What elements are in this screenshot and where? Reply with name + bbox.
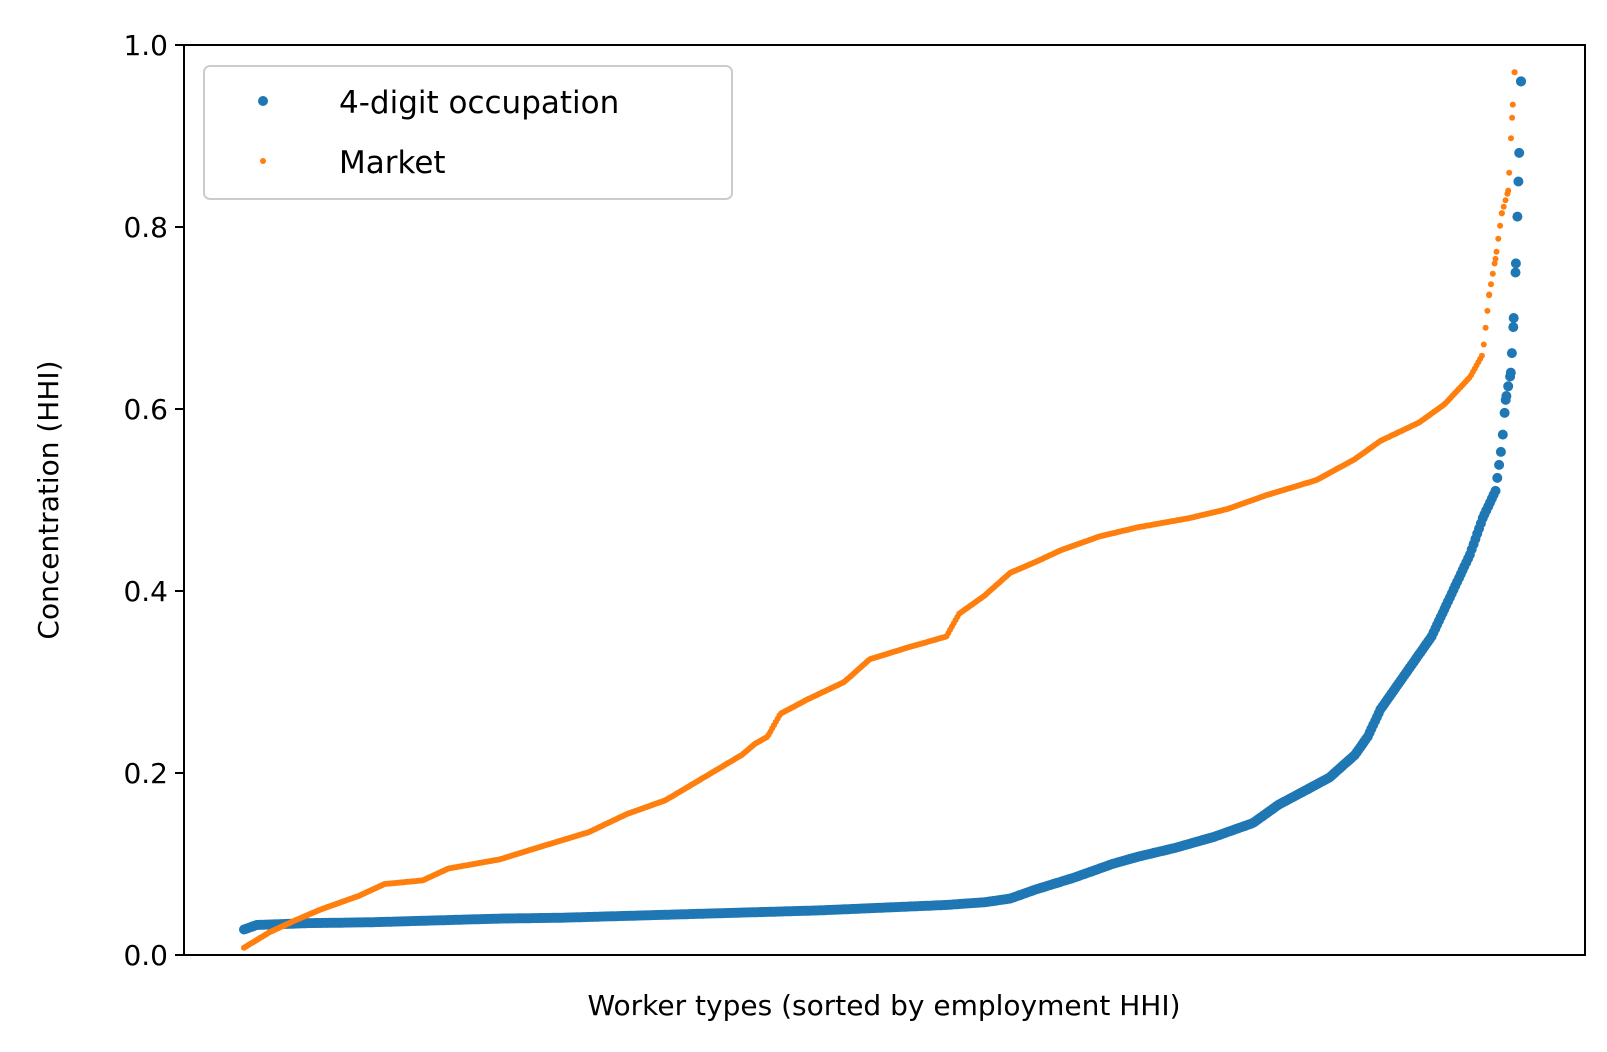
data-point: [1513, 176, 1524, 187]
data-point: [1490, 485, 1501, 496]
data-point: [1497, 222, 1504, 229]
points-layer: [239, 69, 1526, 951]
data-point: [1508, 135, 1514, 142]
y-tick-label: 0.0: [123, 939, 168, 972]
data-point: [1508, 313, 1519, 323]
x-axis-label: Worker types (sorted by employment HHI): [587, 989, 1180, 1022]
legend: 4-digit occupation Market: [203, 65, 733, 200]
data-point: [1482, 324, 1489, 331]
data-point: [1505, 367, 1516, 378]
legend-box: [203, 65, 733, 200]
data-point: [1500, 394, 1511, 405]
data-point: [1512, 211, 1523, 222]
data-point: [1488, 281, 1494, 288]
legend-label-market: Market: [339, 145, 446, 181]
data-point: [1508, 322, 1519, 333]
data-point: [1495, 446, 1506, 457]
data-point: [1498, 210, 1505, 217]
data-point: [1480, 341, 1487, 348]
data-point: [1499, 407, 1510, 418]
y-tick-label: 0.8: [123, 211, 168, 244]
legend-label-occupation: 4-digit occupation: [339, 85, 619, 121]
data-point: [1510, 267, 1521, 278]
data-point: [1502, 197, 1509, 204]
data-point: [1510, 258, 1521, 269]
data-point: [1506, 348, 1517, 359]
data-point: [1484, 307, 1491, 314]
data-point: [1492, 472, 1503, 483]
data-point: [1492, 255, 1499, 262]
y-tick-label: 0.6: [123, 393, 168, 426]
data-point: [1478, 352, 1485, 359]
y-axis: 0.0 0.2 0.4 0.6 0.8 1.0: [123, 29, 184, 972]
y-tick-label: 0.2: [123, 757, 168, 790]
data-point: [1495, 235, 1502, 242]
data-point: [1506, 169, 1513, 176]
data-point: [1505, 187, 1512, 194]
data-point: [1486, 292, 1493, 299]
data-point: [1509, 101, 1516, 108]
data-point: [1497, 429, 1508, 440]
data-point: [1514, 147, 1525, 158]
data-point: [1493, 248, 1500, 255]
data-point: [1489, 270, 1496, 277]
y-axis-label: Concentration (HHI): [32, 360, 65, 639]
data-point: [1503, 381, 1514, 392]
series-occupation: [239, 76, 1526, 935]
data-point: [1500, 203, 1507, 210]
data-point: [1509, 114, 1516, 121]
data-point: [1511, 69, 1518, 76]
data-point: [1516, 76, 1526, 87]
series-market: [241, 69, 1518, 951]
data-point: [1491, 260, 1498, 267]
plot-frame: [183, 44, 1586, 956]
legend-marker-market: [260, 158, 266, 164]
y-tick-label: 1.0: [123, 29, 168, 62]
legend-marker-occupation: [258, 96, 268, 106]
y-tick-label: 0.4: [123, 575, 168, 608]
data-point: [1494, 459, 1505, 470]
